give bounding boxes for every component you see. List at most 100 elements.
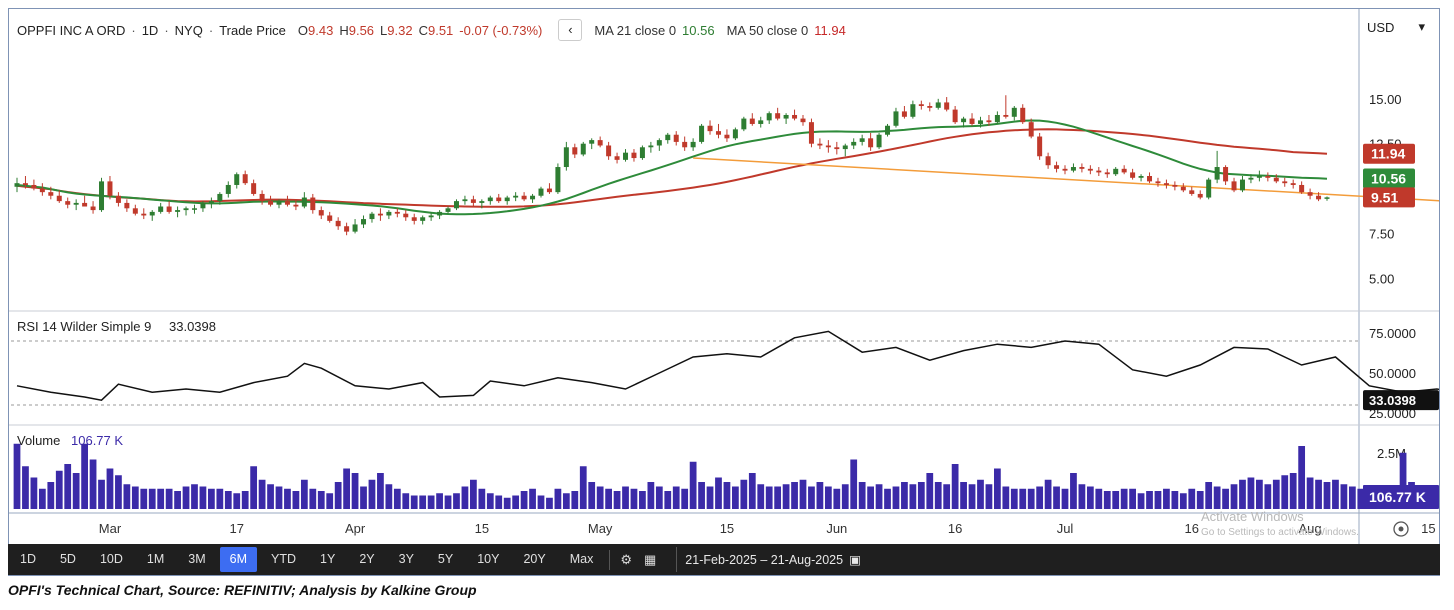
settings-icon[interactable]: ⚙ bbox=[620, 551, 632, 567]
candle-body bbox=[158, 206, 164, 212]
candle-body bbox=[885, 125, 891, 135]
ma21-last-label: 10.56 bbox=[1371, 171, 1406, 187]
range-button-3y[interactable]: 3Y bbox=[398, 552, 414, 566]
volume-bar bbox=[317, 491, 325, 509]
volume-bar bbox=[791, 482, 798, 509]
ma50-label: MA 50 close 0 bbox=[726, 22, 809, 38]
volume-bar bbox=[1112, 491, 1120, 509]
volume-bar bbox=[300, 479, 308, 509]
candle-body bbox=[352, 224, 358, 232]
candle-body bbox=[1087, 168, 1093, 171]
candle-body bbox=[1256, 176, 1262, 178]
time-tick-label: May bbox=[588, 521, 613, 536]
candle-body bbox=[1070, 167, 1076, 171]
range-button-ytd[interactable]: YTD bbox=[271, 552, 297, 566]
volume-bar bbox=[1019, 488, 1027, 509]
candle-body bbox=[428, 215, 434, 218]
candle-body bbox=[707, 125, 713, 132]
range-button-2y[interactable]: 2Y bbox=[359, 552, 375, 566]
volume-bar bbox=[1010, 488, 1018, 509]
time-tick-label: 17 bbox=[230, 521, 244, 536]
candle-body bbox=[842, 145, 848, 150]
candle-body bbox=[927, 106, 933, 108]
candle-body bbox=[623, 152, 629, 160]
volume-bar bbox=[123, 484, 131, 509]
range-button-5d[interactable]: 5D bbox=[59, 552, 76, 566]
volume-bar bbox=[1027, 488, 1035, 509]
date-range-picker[interactable]: 21-Feb-2025 – 21-Aug-2025 ▣ bbox=[676, 547, 869, 572]
volume-bar bbox=[529, 488, 536, 509]
volume-bar bbox=[351, 473, 359, 509]
volume-bar bbox=[613, 491, 621, 509]
candle-body bbox=[132, 208, 138, 214]
candle-body bbox=[775, 113, 781, 119]
volume-bar bbox=[216, 488, 224, 509]
candle-body bbox=[1147, 176, 1153, 182]
candle-body bbox=[39, 188, 45, 193]
interval-label: 1D bbox=[141, 22, 159, 38]
candle-body bbox=[234, 174, 240, 185]
candle-body bbox=[107, 181, 113, 196]
volume-bar bbox=[1120, 488, 1128, 509]
volume-bar bbox=[562, 493, 570, 509]
candle-body bbox=[403, 213, 409, 218]
candle-body bbox=[56, 195, 62, 202]
candle-body bbox=[268, 201, 274, 205]
candle-body bbox=[589, 140, 595, 144]
volume-bar bbox=[875, 484, 883, 509]
range-button-1d[interactable]: 1D bbox=[20, 552, 36, 566]
range-button-1m[interactable]: 1M bbox=[146, 552, 165, 566]
range-button-20y[interactable]: 20Y bbox=[523, 552, 546, 566]
candle-body bbox=[115, 195, 121, 203]
range-button-10d[interactable]: 10D bbox=[99, 552, 123, 566]
range-button-3m[interactable]: 3M bbox=[188, 552, 206, 566]
volume-bar bbox=[174, 491, 181, 509]
exchange-label: NYQ bbox=[174, 22, 203, 38]
candle-body bbox=[259, 193, 265, 202]
rsi-tick-label: 50.0000 bbox=[1369, 366, 1416, 381]
time-tick-label: 15 bbox=[720, 521, 734, 536]
range-button-6m[interactable]: 6M bbox=[219, 547, 258, 572]
candle-body bbox=[141, 213, 147, 216]
candle-body bbox=[82, 202, 88, 207]
candle-body bbox=[572, 147, 578, 155]
candle-body bbox=[65, 201, 71, 205]
candle-body bbox=[513, 195, 519, 198]
volume-bar bbox=[453, 493, 460, 509]
candle-body bbox=[242, 174, 248, 184]
candle-body bbox=[1113, 168, 1119, 175]
range-button-5y[interactable]: 5Y bbox=[437, 552, 454, 566]
range-button-max[interactable]: Max bbox=[569, 552, 594, 566]
volume-bar bbox=[1264, 484, 1272, 509]
candle-body bbox=[673, 134, 679, 142]
volume-bar bbox=[1306, 477, 1314, 509]
volume-bar bbox=[393, 488, 401, 509]
volume-bar bbox=[250, 466, 258, 509]
candle-body bbox=[1062, 168, 1068, 171]
candle-body bbox=[191, 208, 197, 210]
volume-bar bbox=[706, 486, 714, 509]
candle-body bbox=[741, 118, 747, 130]
collapse-legend-button[interactable]: ‹ bbox=[558, 19, 583, 41]
volume-bar bbox=[486, 493, 494, 509]
range-button-10y[interactable]: 10Y bbox=[477, 552, 500, 566]
candle-body bbox=[420, 217, 426, 221]
volume-bar bbox=[841, 484, 849, 509]
volume-bar bbox=[943, 484, 951, 509]
candle-body bbox=[732, 129, 738, 139]
candle-body bbox=[200, 202, 206, 209]
currency-selector[interactable]: USD ▾ bbox=[1361, 17, 1431, 37]
range-button-1y[interactable]: 1Y bbox=[320, 552, 336, 566]
table-icon[interactable]: ▦ bbox=[644, 551, 657, 567]
volume-bar bbox=[968, 484, 976, 509]
candle-body bbox=[394, 211, 400, 214]
volume-bar bbox=[199, 486, 207, 509]
candle-body bbox=[361, 219, 367, 225]
volume-bar bbox=[1137, 493, 1145, 509]
candle-body bbox=[597, 140, 603, 146]
volume-bar bbox=[639, 491, 646, 509]
volume-bar bbox=[546, 497, 553, 509]
activate-windows-title: Activate Windows bbox=[1201, 509, 1304, 524]
volume-bar bbox=[934, 482, 942, 509]
